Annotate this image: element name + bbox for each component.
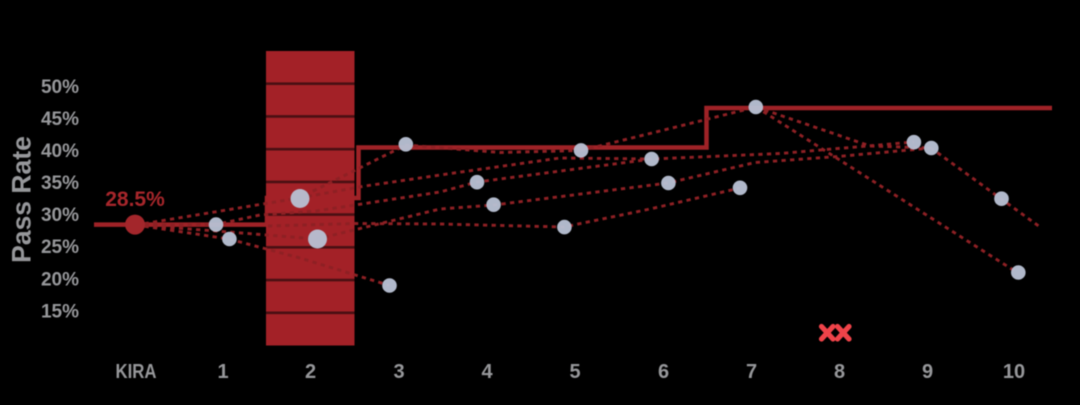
svg-text:25%: 25%: [41, 237, 79, 258]
svg-text:30%: 30%: [41, 205, 79, 226]
svg-text:50%: 50%: [41, 77, 79, 98]
svg-text:KIRA: KIRA: [116, 361, 157, 383]
svg-text:28.5%: 28.5%: [105, 188, 165, 211]
svg-text:9: 9: [922, 361, 933, 383]
svg-text:4: 4: [481, 361, 493, 383]
svg-text:20%: 20%: [41, 270, 79, 291]
svg-text:2: 2: [305, 361, 316, 383]
svg-text:5: 5: [569, 361, 580, 383]
svg-text:45%: 45%: [41, 109, 79, 130]
svg-text:10: 10: [1003, 361, 1025, 383]
svg-text:3: 3: [393, 361, 404, 383]
svg-text:40%: 40%: [41, 141, 79, 162]
svg-text:6: 6: [658, 361, 669, 383]
svg-text:35%: 35%: [41, 173, 79, 194]
svg-text:Pass Rate: Pass Rate: [7, 136, 37, 263]
svg-text:7: 7: [746, 361, 757, 383]
svg-text:8: 8: [834, 361, 845, 383]
svg-text:15%: 15%: [41, 302, 79, 323]
svg-text:1: 1: [217, 361, 228, 383]
